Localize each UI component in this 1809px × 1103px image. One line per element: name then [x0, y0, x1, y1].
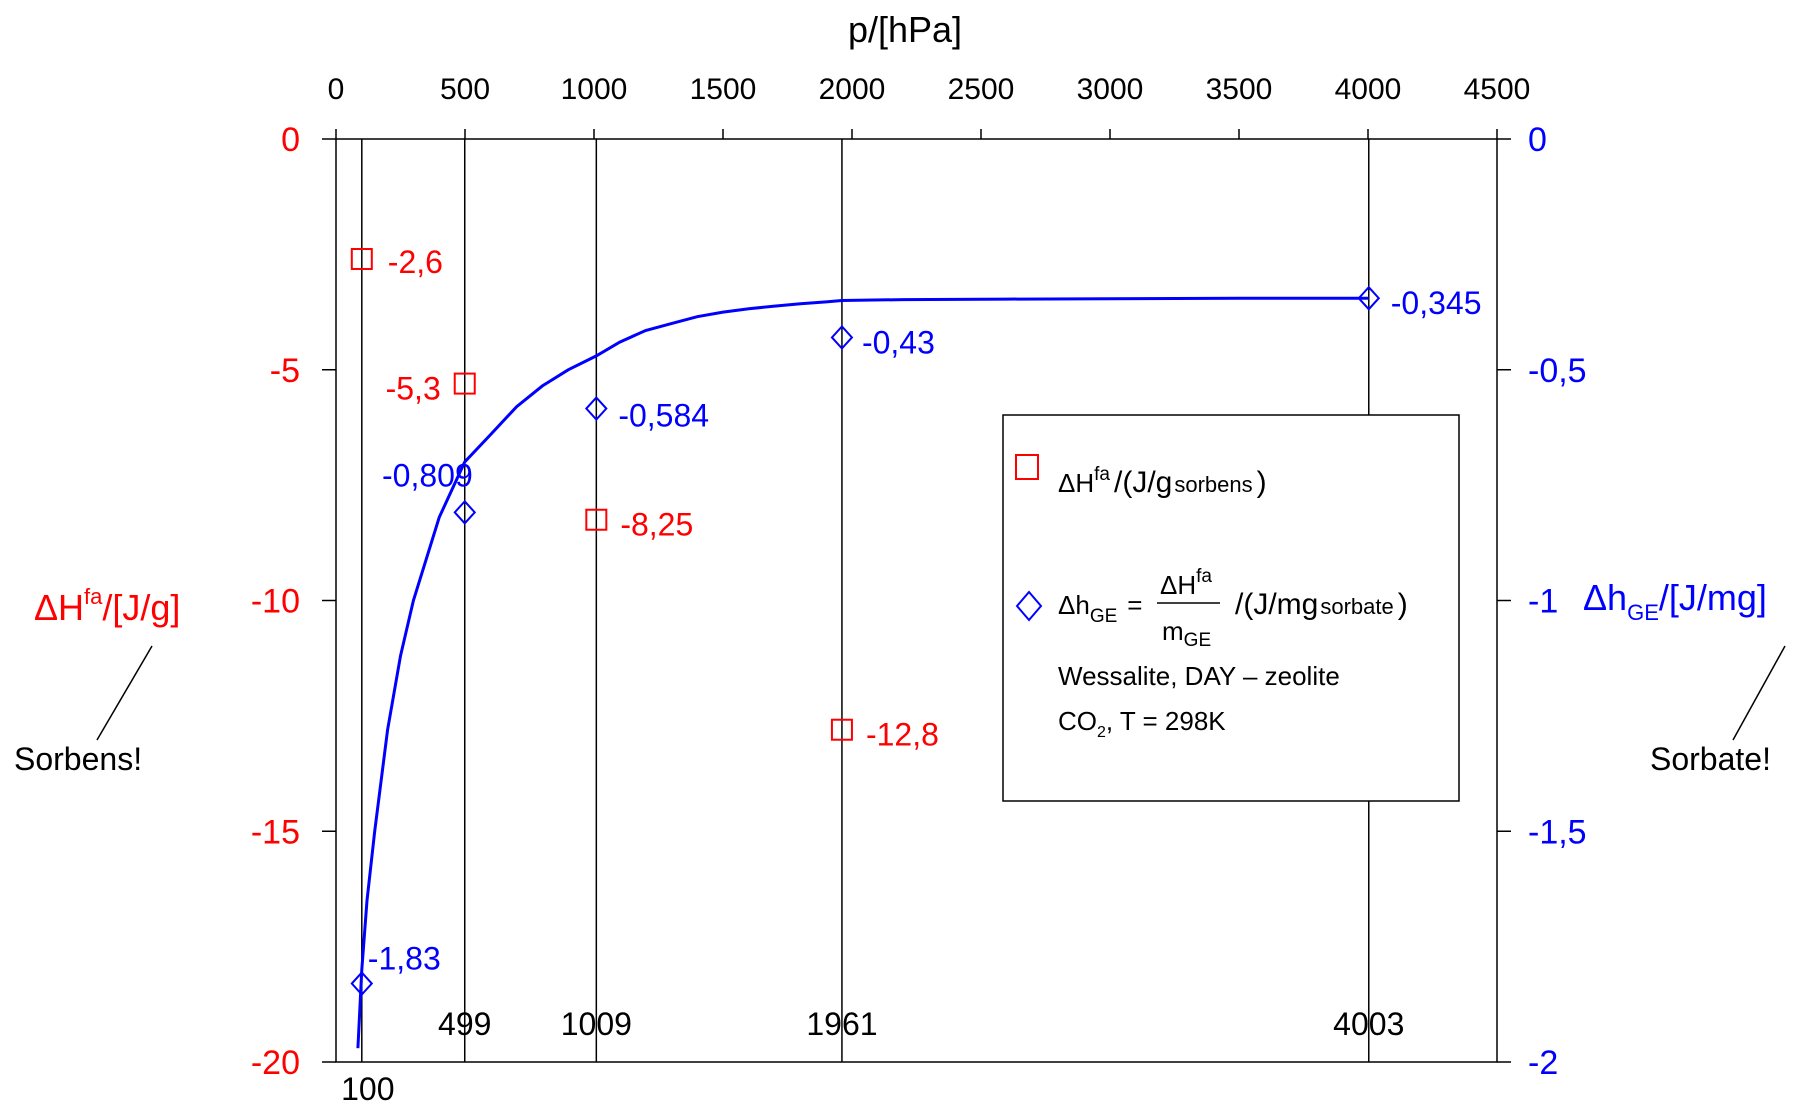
top-axis-ticks: 0 500 1000 1500 2000 2500 3000 3500 4000 4500 [328, 73, 1531, 139]
pressure-marker-label: 499 [438, 1006, 491, 1042]
legend-numerator-sup: fa [1196, 566, 1212, 587]
legend-box [1002, 414, 1460, 802]
right-axis-tick-label: -1,5 [1528, 813, 1587, 851]
left-axis-title-main: ΔH [34, 587, 84, 628]
top-axis-tick-label: 3000 [1077, 73, 1144, 106]
left-axis-title-sup: fa [84, 584, 103, 609]
data-label: -5,3 [386, 371, 441, 407]
diamond-marker [1357, 285, 1381, 311]
legend-denominator-sub: GE [1184, 630, 1211, 651]
right-axis-ticks: 0 -0,5 -1 -1,5 -2 [1497, 121, 1587, 1082]
right-axis-title-main: Δh [1583, 577, 1627, 618]
legend: ΔHfa/(J/gsorbens) ΔhGE = ΔHfa mGE /(J/mgs… [1002, 414, 1460, 802]
left-axis-title: ΔHfa/[J/g] [34, 584, 180, 628]
legend-fraction-numerator: ΔHfa [1160, 566, 1212, 600]
data-label: -2,6 [388, 244, 443, 280]
left-axis-tick-label: -5 [270, 352, 300, 390]
legend-diamond-lhs-main: Δh [1058, 590, 1090, 620]
legend-square-sub: sorbens [1174, 472, 1252, 497]
left-axis-tick-label: -15 [251, 813, 300, 851]
top-axis-tick-label: 0 [328, 73, 345, 106]
data-label: -0,43 [862, 324, 935, 360]
sorbens-callout-line [96, 645, 153, 741]
legend-equals: = [1127, 590, 1142, 620]
diamond-marker [584, 396, 608, 422]
fitted-curve [356, 296, 1369, 1049]
left-axis-title-rest: /[J/g] [102, 587, 180, 628]
pressure-marker-label: 1961 [806, 1006, 877, 1042]
diamond-marker [830, 324, 854, 350]
sorbens-note: Sorbens! [14, 741, 142, 777]
right-axis-tick-label: -0,5 [1528, 352, 1587, 390]
legend-diamond-icon [1015, 590, 1043, 622]
diamond-marker [453, 499, 477, 525]
data-markers: -2,6 -5,3 -8,25 -12,8 -1,83 -0,809 -0,584 -0,43… [350, 244, 1482, 997]
top-axis-tick-label: 1000 [561, 73, 628, 106]
square-marker [585, 508, 608, 531]
right-axis-title-rest: /[J/mg] [1659, 577, 1767, 618]
right-axis-title-sub: GE [1627, 600, 1659, 625]
top-axis-tick-label: 4000 [1335, 73, 1402, 106]
legend-line4-sub: 2 [1097, 724, 1106, 741]
legend-diamond-rest: /(J/mgsorbate) [1235, 588, 1408, 621]
data-label: -0,809 [382, 457, 473, 493]
top-axis-tick-label: 1500 [690, 73, 757, 106]
legend-diamond-close: ) [1398, 588, 1408, 621]
data-label: -0,584 [618, 398, 709, 434]
top-axis-tick-label: 2000 [819, 73, 886, 106]
data-label: -8,25 [620, 507, 693, 543]
square-marker [830, 718, 853, 741]
top-axis-tick-label: 3500 [1206, 73, 1273, 106]
left-axis-tick-label: 0 [281, 121, 300, 159]
sorbate-callout-line [1732, 645, 1786, 741]
left-axis-tick-label: -10 [251, 583, 300, 621]
legend-square-text: ΔHfa/(J/gsorbens) [1058, 464, 1267, 499]
right-axis-tick-label: 0 [1528, 121, 1547, 159]
data-label: -1,83 [368, 941, 441, 977]
data-label: -12,8 [866, 717, 939, 753]
pressure-marker-label: 1009 [561, 1006, 632, 1042]
square-marker [350, 247, 373, 270]
legend-square-sup: fa [1094, 464, 1110, 485]
legend-fraction-denominator: mGE [1162, 616, 1211, 651]
left-axis-tick-label: -20 [251, 1044, 300, 1082]
legend-line4: CO2, T = 298K [1058, 706, 1226, 741]
legend-diamond-lhs-sub: GE [1090, 606, 1117, 627]
legend-diamond-lhs: ΔhGE = [1058, 590, 1142, 627]
legend-denominator-main: m [1162, 616, 1184, 646]
legend-square-rest: /(J/g [1114, 466, 1172, 499]
legend-line4-b: , T = 298K [1106, 706, 1226, 736]
top-axis-tick-label: 500 [440, 73, 490, 106]
legend-diamond-rest-sub: sorbate [1320, 594, 1393, 619]
diamond-marker [350, 971, 374, 997]
legend-square-close: ) [1257, 466, 1267, 499]
legend-square-main: ΔH [1058, 468, 1094, 498]
legend-line3: Wessalite, DAY – zeolite [1058, 661, 1340, 691]
pressure-marker-label: 4003 [1333, 1006, 1404, 1042]
legend-square-icon [1015, 454, 1039, 480]
top-axis-tick-label: 2500 [948, 73, 1015, 106]
data-label: -0,345 [1391, 285, 1482, 321]
left-axis-ticks: 0 -5 -10 -15 -20 [251, 121, 336, 1082]
top-axis-title: p/[hPa] [848, 9, 962, 50]
top-axis-tick-label: 4500 [1464, 73, 1531, 106]
square-marker [453, 372, 476, 395]
right-axis-title: ΔhGE/[J/mg] [1583, 577, 1767, 625]
right-axis-tick-label: -2 [1528, 1044, 1558, 1082]
right-axis-tick-label: -1 [1528, 583, 1558, 621]
legend-line4-a: CO [1058, 706, 1097, 736]
legend-diamond-rest-main: /(J/mg [1235, 588, 1318, 621]
pressure-marker-label: 100 [341, 1071, 394, 1103]
sorbate-note: Sorbate! [1650, 741, 1771, 777]
legend-numerator-main: ΔH [1160, 570, 1196, 600]
